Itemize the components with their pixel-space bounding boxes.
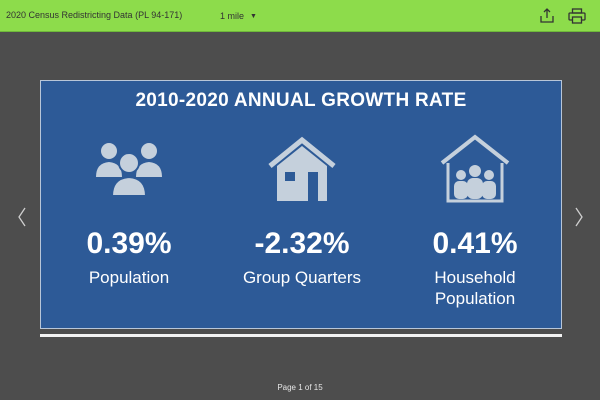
slide-bottom-rule [40,334,562,337]
infographic-slide: 2010-2020 ANNUAL GROWTH RATE 0.39% Popul… [40,80,562,329]
printer-icon [568,8,586,24]
stat-household-population: 0.41% Household Population [388,129,562,309]
stat-group-quarters: -2.32% Group Quarters [215,129,389,288]
stat-value: 0.39% [86,227,172,260]
slide-title: 2010-2020 ANNUAL GROWTH RATE [135,90,467,111]
next-page-button[interactable] [572,204,586,230]
chevron-right-icon [575,207,583,227]
print-button[interactable] [567,6,587,26]
previous-page-button[interactable] [15,204,29,230]
chevron-left-icon [18,207,26,227]
top-toolbar: 2020 Census Redistricting Data (PL 94-17… [0,0,600,32]
radius-value: 1 mile [220,11,245,21]
people-icon [96,143,162,197]
page-indicator: Page 1 of 15 [277,383,323,392]
stat-label-line: Household [434,268,516,287]
stat-label: Group Quarters [242,268,362,287]
chevron-down-icon: ▼ [250,12,257,20]
stat-label: Household Population [388,267,562,309]
stat-value: 0.41% [432,227,518,260]
share-icon [540,8,554,23]
house-icon [268,136,336,201]
family-house-icon [440,134,510,203]
stat-label-line: Population [434,289,516,308]
report-title: 2020 Census Redistricting Data (PL 94-17… [6,10,183,20]
stat-population: 0.39% Population [42,129,216,288]
share-button[interactable] [537,6,557,26]
radius-dropdown[interactable]: 1 mile ▼ [216,8,261,24]
stat-label: Population [88,268,170,287]
stat-value: -2.32% [254,227,350,260]
